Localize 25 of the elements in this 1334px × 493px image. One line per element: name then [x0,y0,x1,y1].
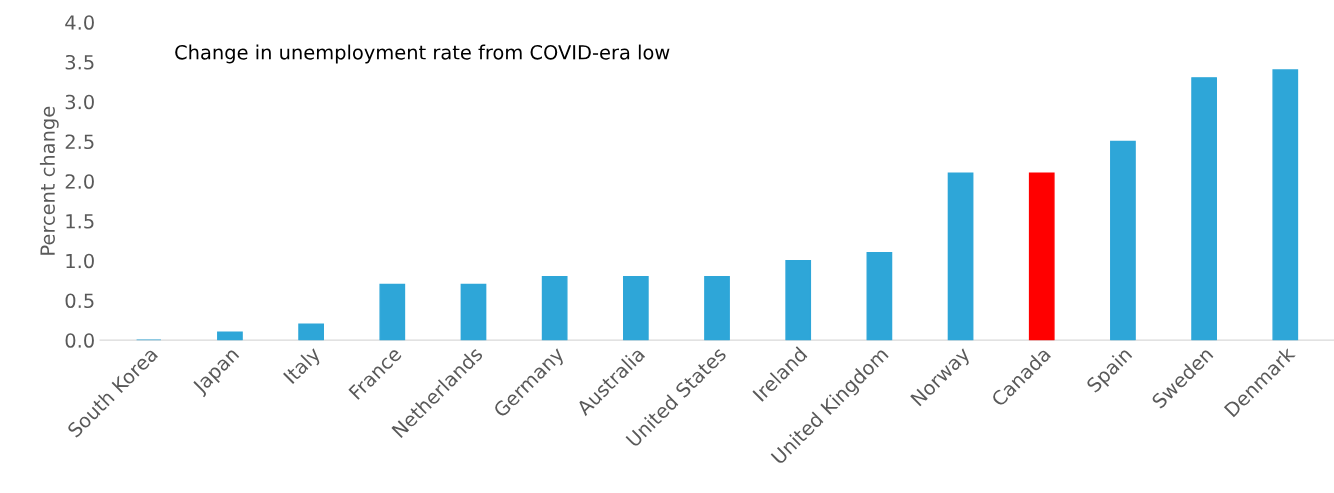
bar [1110,140,1136,341]
y-tick-label: 3.0 [65,94,94,110]
bar [379,283,406,341]
y-tick-label: 3.5 [65,54,94,70]
bar [541,275,568,341]
text: Change in unemployment rate from COVID-era low [175,44,670,64]
y-tick-label: 2.5 [65,134,94,150]
bar [866,252,893,341]
y-tick-label: 1.0 [66,253,94,269]
y-tick-label: 0.5 [65,293,94,309]
bar [704,275,730,341]
bar [947,172,974,341]
y-tick-label: 2.0 [65,174,94,189]
y-tick-label: 4.0 [65,15,94,30]
y-tick-label: 1.5 [66,214,94,229]
bar [1272,69,1299,341]
bar [298,323,324,341]
y-tick-label: 0.0 [65,333,94,348]
bar [460,283,487,341]
bar [622,275,649,341]
y-axis-title: Percent change [39,106,59,255]
bar [1028,172,1055,341]
bar [1191,77,1217,341]
bar [785,259,812,341]
bar [217,331,243,341]
